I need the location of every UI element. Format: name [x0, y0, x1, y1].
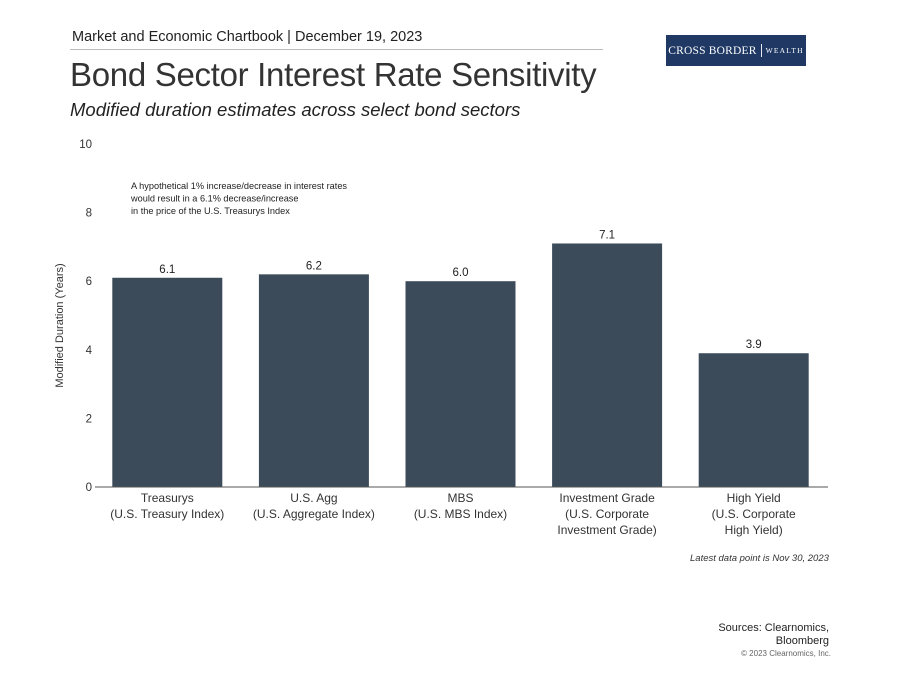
bar-value-label: 3.9	[746, 339, 762, 351]
x-tick-label: Investment Grade)	[557, 523, 656, 537]
chartbook-header: Market and Economic Chartbook | December…	[72, 29, 423, 45]
bar	[552, 243, 663, 487]
logo-text-secondary: WEALTH	[765, 46, 804, 55]
x-tick-label: U.S. Agg	[290, 491, 337, 505]
page-subtitle: Modified duration estimates across selec…	[70, 99, 521, 120]
y-axis-label: Modified Duration (Years)	[54, 263, 66, 387]
x-tick-label: (U.S. Aggregate Index)	[253, 507, 375, 521]
bar-value-label: 7.1	[599, 229, 615, 241]
x-tick-label: (U.S. Corporate	[712, 507, 796, 521]
x-tick-label: Treasurys	[141, 491, 194, 505]
bar	[258, 274, 369, 487]
logo-divider	[760, 44, 762, 57]
bar	[405, 281, 516, 487]
bar-value-label: 6.1	[159, 264, 175, 276]
header-divider	[70, 49, 603, 50]
bar-value-label: 6.2	[306, 260, 322, 272]
page-title: Bond Sector Interest Rate Sensitivity	[70, 56, 597, 93]
x-tick-label: (U.S. Corporate	[565, 507, 649, 521]
x-tick-label: MBS	[447, 491, 473, 505]
annotation-text: would result in a 6.1% decrease/increase	[130, 194, 299, 204]
sources-note: Sources: Clearnomics, Bloomberg	[718, 622, 829, 647]
y-tick-label: 0	[86, 482, 92, 494]
annotation-text: in the price of the U.S. Treasurys Index	[131, 206, 290, 216]
x-tick-label: (U.S. MBS Index)	[414, 507, 507, 521]
y-tick-label: 10	[79, 139, 92, 151]
bar	[112, 277, 223, 487]
y-tick-label: 4	[86, 345, 93, 357]
bar	[698, 353, 809, 487]
brand-logo: CROSS BORDER WEALTH	[666, 35, 806, 66]
y-tick-label: 8	[86, 208, 92, 220]
x-tick-label: Investment Grade	[559, 491, 655, 505]
latest-data-note: Latest data point is Nov 30, 2023	[690, 553, 829, 564]
y-tick-label: 6	[86, 276, 92, 288]
x-tick-label: (U.S. Treasury Index)	[110, 507, 224, 521]
logo-text-primary: CROSS BORDER	[668, 44, 757, 57]
copyright-note: © 2023 Clearnomics, Inc.	[741, 649, 831, 658]
x-tick-label: High Yield)	[725, 523, 783, 537]
bar-value-label: 6.0	[453, 267, 469, 279]
y-tick-label: 2	[86, 413, 92, 425]
x-tick-label: High Yield	[727, 491, 781, 505]
annotation-text: A hypothetical 1% increase/decrease in i…	[131, 181, 347, 191]
